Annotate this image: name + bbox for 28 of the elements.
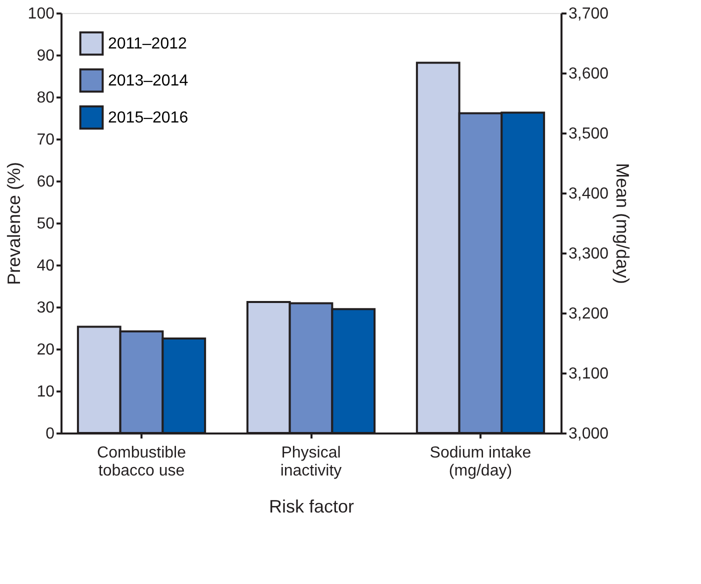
- y2-axis-title: Mean (mg/day): [612, 162, 633, 284]
- x-tick-label: Sodium intake (mg/day): [430, 444, 532, 480]
- y-tick-label: 100: [28, 6, 55, 22]
- y2-tick-label: 3,500: [568, 126, 609, 142]
- y2-tick-label: 3,100: [568, 366, 609, 382]
- x-tick-label: Physical inactivity: [280, 444, 342, 480]
- x-tick-label: Combustible tobacco use: [97, 444, 186, 480]
- legend-label: 2013–2014: [108, 72, 188, 90]
- y-tick-label: 10: [36, 384, 55, 400]
- y-tick-label: 70: [36, 132, 55, 148]
- y2-tick-label: 3,000: [568, 426, 609, 442]
- legend-label: 2011–2012: [108, 36, 187, 52]
- y-tick-label: 0: [46, 426, 55, 442]
- y-tick-label: 50: [36, 216, 55, 232]
- x-axis-title: Risk factor: [268, 496, 354, 516]
- y-tick-label: 40: [36, 258, 55, 274]
- y2-tick-label: 3,700: [568, 6, 609, 22]
- y-tick-label: 80: [36, 90, 55, 106]
- y-tick-label: 90: [36, 48, 55, 64]
- y2-tick-label: 3,600: [568, 66, 609, 82]
- y-tick-label: 30: [36, 300, 55, 316]
- y-tick-label: 60: [36, 174, 55, 190]
- y-axis-title: Prevalence (%): [4, 162, 24, 286]
- y2-tick-label: 3,200: [568, 306, 609, 322]
- y2-tick-label: 3,300: [568, 246, 609, 262]
- legend-label: 2015–2016: [108, 110, 188, 126]
- y-tick-label: 20: [36, 342, 55, 358]
- y2-tick-label: 3,400: [568, 186, 609, 202]
